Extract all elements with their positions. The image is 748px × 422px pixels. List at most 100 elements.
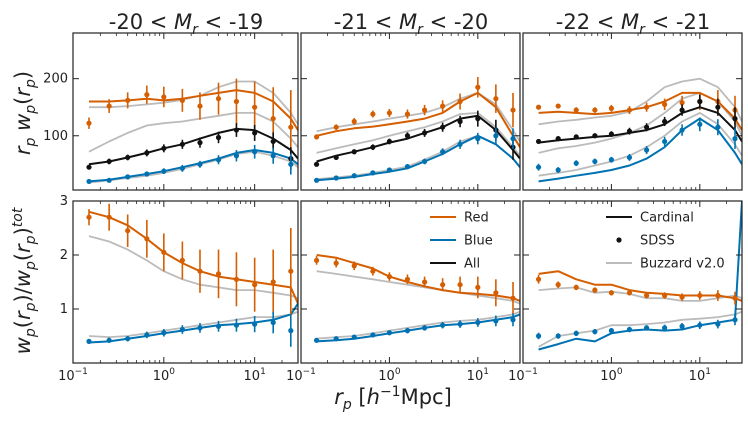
sdss-red-point (313, 257, 320, 263)
sdss-all-point (555, 136, 561, 142)
sdss-red-point (421, 279, 428, 285)
sdss-blue-point (475, 319, 481, 326)
sdss-red-point (252, 104, 258, 110)
sdss-blue-point (555, 333, 561, 339)
sdss-red-point (106, 103, 112, 109)
sdss-red-point (592, 287, 598, 293)
sdss-red-point (457, 98, 463, 105)
sdss-all-point (440, 124, 446, 130)
sdss-all-point (86, 164, 92, 170)
x-tick-label: 101 (244, 367, 266, 384)
sdss-blue-point (592, 158, 598, 165)
y-axis-label-bottom: wp(rp)/wp(rp)tot (10, 207, 39, 354)
sdss-blue-point (404, 328, 411, 334)
sdss-blue-point (510, 136, 516, 142)
x-tick-label: 100 (378, 367, 401, 384)
x-tick-label: 101 (689, 367, 711, 384)
sdss-blue-point (475, 136, 481, 142)
legend-label: Blue (464, 234, 493, 249)
sdss-red-point (608, 290, 615, 296)
sdss-red-point (555, 103, 561, 109)
panel-title-2: -21 < Mr < -20 (334, 10, 488, 38)
sdss-red-point (270, 116, 276, 122)
sdss-all-point (351, 149, 357, 155)
sdss-red-point (179, 97, 185, 103)
sdss-all-point (333, 154, 339, 161)
sdss-blue-point (144, 171, 150, 177)
sdss-red-point (697, 292, 703, 299)
sdss-blue-point (386, 330, 393, 336)
sdss-blue-point (555, 167, 561, 173)
sdss-blue-point (715, 321, 721, 327)
sdss-all-point (161, 145, 167, 151)
legend-bottom-1: Red Blue All (430, 211, 493, 272)
buzzard-red-line (316, 270, 520, 305)
sdss-red-point (351, 263, 357, 269)
sdss-blue-point (106, 337, 112, 343)
panel-top-3 (522, 32, 743, 191)
sdss-blue-point (457, 141, 463, 147)
sdss-blue-point (161, 168, 167, 174)
legend-label: SDSS (640, 234, 675, 249)
sdss-blue-point (252, 149, 258, 155)
sdss-red-point (351, 118, 357, 125)
legend-bottom-2: Cardinal SDSS Buzzard v2.0 (606, 211, 725, 272)
sdss-blue-point (440, 322, 446, 328)
y-tick-label: 2 (60, 248, 68, 263)
sdss-all-point (697, 98, 703, 105)
sdss-blue-point (697, 121, 703, 127)
sdss-red-point (626, 290, 633, 296)
sdss-red-point (573, 284, 579, 290)
sdss-blue-point (270, 153, 276, 159)
sdss-red-point (197, 103, 203, 109)
panel-title-1: -20 < Mr < -19 (109, 10, 263, 38)
sdss-blue-point (626, 154, 633, 161)
sdss-blue-point (179, 326, 185, 333)
panel-frame (522, 200, 743, 364)
cardinal-red-line (89, 89, 298, 131)
panel-bottom-1: 10−1 100 101 1 2 3 (58, 194, 299, 384)
sdss-blue-point (679, 127, 685, 133)
cardinal-red-line (316, 254, 520, 302)
sdss-blue-point (106, 177, 112, 183)
sdss-red-point (386, 110, 393, 116)
plot-area (535, 201, 742, 351)
sdss-red-point (475, 84, 481, 90)
panel-top-1: 100 200 (43, 32, 299, 191)
sdss-red-point (535, 276, 542, 282)
x-axis-label: rp [h−1Mpc] (334, 384, 452, 413)
plot-area (313, 76, 520, 183)
sdss-red-point (592, 107, 598, 113)
sdss-red-point (457, 282, 463, 288)
sdss-all-point (270, 138, 276, 145)
sdss-blue-point (86, 338, 92, 344)
panel-frame (522, 32, 743, 191)
sdss-blue-point (313, 337, 320, 343)
y-tick-label: 200 (43, 72, 68, 87)
sdss-blue-point (351, 173, 357, 179)
sdss-blue-point (161, 330, 167, 336)
sdss-all-point (144, 150, 150, 156)
sdss-red-point (333, 124, 339, 130)
panel-frame (72, 200, 299, 364)
legend-label: Cardinal (640, 211, 694, 226)
sdss-blue-point (404, 163, 411, 170)
sdss-blue-point (288, 161, 294, 167)
sdss-all-point (715, 104, 721, 110)
sdss-blue-point (351, 334, 357, 340)
sdss-all-point (679, 107, 685, 113)
cardinal-red-line (88, 210, 298, 305)
sdss-red-point (86, 214, 92, 220)
y-axis-label-top: rp wp(rp) (11, 71, 39, 155)
sdss-red-point (125, 97, 131, 103)
sdss-blue-point (510, 317, 516, 323)
sdss-all-point (662, 118, 668, 125)
sdss-blue-point (370, 170, 376, 176)
buzzard-red-line (538, 77, 742, 126)
legend-label: All (464, 257, 480, 272)
sdss-red-point (252, 282, 258, 288)
buzzard-all-line (88, 112, 298, 153)
sdss-blue-point (233, 322, 240, 328)
sdss-blue-point (493, 318, 499, 324)
